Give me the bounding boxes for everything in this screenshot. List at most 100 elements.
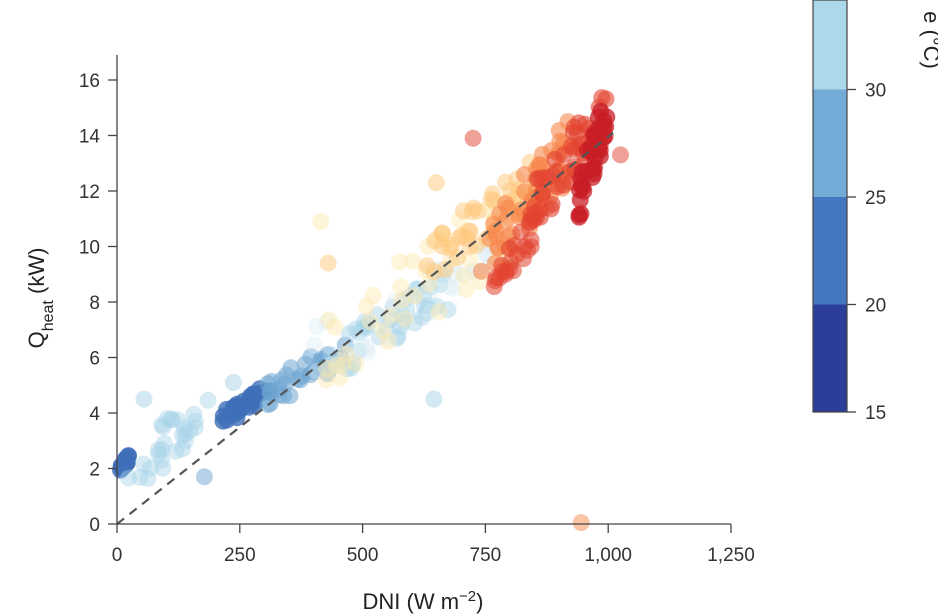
colorbar-tick-label: 30 xyxy=(865,81,886,102)
data-point xyxy=(370,328,388,346)
data-point xyxy=(342,359,360,377)
data-point xyxy=(497,195,515,213)
data-point xyxy=(167,442,185,460)
data-point xyxy=(135,455,153,473)
data-point xyxy=(347,355,365,373)
data-point xyxy=(176,425,194,443)
y-axis-label-sub: heat xyxy=(40,300,57,332)
data-point xyxy=(577,162,595,180)
colorbar: 15 20 25 30 xyxy=(812,0,886,424)
data-point xyxy=(352,334,370,352)
data-point xyxy=(340,325,358,342)
data-point xyxy=(173,426,191,444)
data-point xyxy=(163,410,181,428)
data-point xyxy=(374,322,392,340)
y-axis-label-tail: (kW) xyxy=(24,248,49,301)
data-point xyxy=(409,281,427,298)
data-point xyxy=(358,338,376,356)
data-point-outlier xyxy=(224,374,242,391)
data-point xyxy=(325,355,342,373)
data-point xyxy=(320,311,338,329)
data-point xyxy=(181,422,199,440)
data-point xyxy=(533,185,551,203)
data-point xyxy=(457,281,475,298)
colorbar-band xyxy=(813,89,847,197)
data-point xyxy=(421,278,439,296)
data-point xyxy=(308,318,325,335)
data-point xyxy=(439,301,457,319)
data-point xyxy=(357,297,375,315)
data-point xyxy=(337,345,355,363)
colorbar-tick-label: 20 xyxy=(865,296,886,317)
data-point-outlier xyxy=(425,390,443,408)
colorbar-tick-label: 15 xyxy=(865,403,886,424)
y-tick-label: 4 xyxy=(89,404,100,425)
data-point xyxy=(425,263,443,280)
data-point xyxy=(364,286,382,304)
data-point xyxy=(317,371,335,389)
data-point xyxy=(176,419,193,437)
data-point xyxy=(312,352,330,370)
x-tick-label: 750 xyxy=(470,545,502,566)
data-point xyxy=(455,266,473,284)
data-point xyxy=(153,416,171,434)
data-point xyxy=(487,222,505,240)
data-point-outlier xyxy=(135,390,153,408)
axes: 0 250 500 750 1,000 1,250 0 2 4 6 8 10 12 14 16 xyxy=(79,55,755,566)
data-point xyxy=(332,349,350,367)
data-point xyxy=(565,140,583,158)
data-point xyxy=(154,459,172,477)
colorbar-tick-label: 25 xyxy=(865,188,886,209)
data-point xyxy=(396,290,414,308)
data-point xyxy=(379,332,397,350)
data-point xyxy=(159,410,177,427)
data-point xyxy=(289,370,307,388)
data-point-outlier xyxy=(319,254,337,272)
y-tick-label: 16 xyxy=(79,71,100,92)
data-point xyxy=(497,263,515,281)
data-point xyxy=(441,239,459,257)
data-point xyxy=(359,344,377,362)
data-point xyxy=(142,459,160,477)
data-point xyxy=(225,405,243,423)
data-point xyxy=(413,308,431,326)
data-point xyxy=(406,314,424,332)
x-axis-label-tail: ) xyxy=(476,589,483,614)
data-point xyxy=(359,315,377,333)
data-point xyxy=(155,434,173,452)
data-point xyxy=(417,304,435,322)
data-point xyxy=(174,440,191,458)
data-point xyxy=(441,277,458,295)
x-tick-label: 0 xyxy=(112,545,123,566)
data-point-outlier xyxy=(427,174,445,192)
data-point-outlier xyxy=(312,213,330,230)
data-point xyxy=(378,318,396,336)
data-point xyxy=(428,297,446,315)
data-point xyxy=(455,267,473,285)
colorbar-band xyxy=(813,197,847,305)
data-point xyxy=(505,236,523,254)
data-point xyxy=(153,441,171,459)
y-tick-label: 6 xyxy=(89,349,100,370)
data-point xyxy=(308,362,326,380)
data-point xyxy=(176,432,194,450)
data-point xyxy=(395,312,413,330)
data-point xyxy=(321,356,339,374)
data-point xyxy=(416,297,433,315)
data-point xyxy=(120,469,138,487)
data-point xyxy=(382,307,400,325)
data-point xyxy=(391,253,409,271)
data-point xyxy=(331,369,349,387)
y-tick-label: 14 xyxy=(79,127,101,148)
data-point-outlier xyxy=(612,146,629,164)
data-point xyxy=(419,296,437,314)
data-point xyxy=(396,310,414,328)
y-tick-label: 2 xyxy=(89,460,100,481)
data-point xyxy=(169,411,187,429)
data-point xyxy=(131,469,149,486)
data-point xyxy=(342,342,360,360)
data-point xyxy=(326,318,344,336)
data-point xyxy=(344,355,362,373)
data-point xyxy=(139,469,157,487)
x-tick-label: 250 xyxy=(224,545,256,566)
